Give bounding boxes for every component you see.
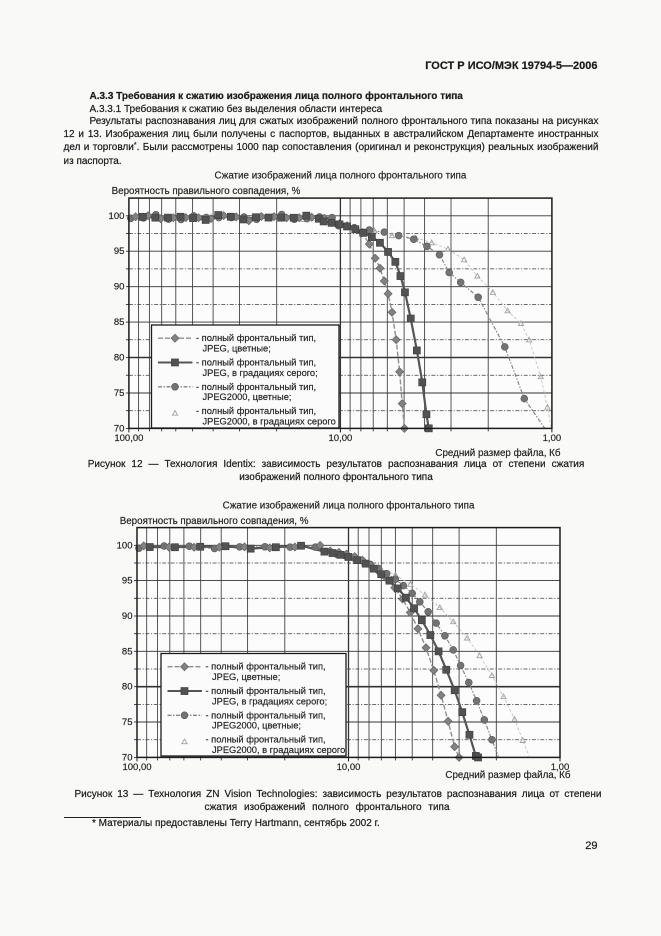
svg-text:JPEG, в градациях серого;: JPEG, в градациях серого;	[212, 696, 327, 706]
svg-text:10,00: 10,00	[337, 762, 361, 773]
svg-text:90: 90	[114, 282, 125, 293]
svg-text:75: 75	[114, 388, 125, 399]
svg-text:10,00: 10,00	[329, 433, 353, 444]
svg-text:95: 95	[122, 576, 133, 587]
svg-text:- полный фронтальный тип,: - полный фронтальный тип,	[196, 382, 316, 392]
svg-text:70: 70	[114, 423, 125, 434]
svg-text:- полный фронтальный тип,: - полный фронтальный тип,	[206, 662, 326, 672]
svg-text:80: 80	[122, 682, 133, 693]
svg-text:- полный фронтальный тип,: - полный фронтальный тип,	[206, 710, 326, 720]
svg-text:90: 90	[122, 611, 133, 622]
svg-text:100: 100	[109, 211, 125, 222]
svg-text:- полный фронтальный тип,: - полный фронтальный тип,	[206, 735, 326, 745]
svg-text:JPEG2000, цветные;: JPEG2000, цветные;	[203, 392, 292, 402]
svg-text:70: 70	[122, 752, 133, 763]
svg-text:JPEG, в градациях серого;: JPEG, в градациях серого;	[203, 368, 318, 378]
svg-text:100,00: 100,00	[114, 433, 143, 444]
svg-text:1,00: 1,00	[543, 433, 562, 444]
svg-text:- полный фронтальный тип,: - полный фронтальный тип,	[206, 686, 326, 696]
svg-text:JPEG2000, цветные;: JPEG2000, цветные;	[212, 721, 301, 731]
svg-text:Сжатие изображений лица полног: Сжатие изображений лица полного фронталь…	[214, 171, 466, 182]
svg-text:95: 95	[114, 246, 125, 257]
svg-text:Сжатие изображений лица полног: Сжатие изображений лица полного фронталь…	[223, 500, 475, 511]
svg-text:75: 75	[122, 717, 133, 728]
svg-text:- полный фронтальный тип,: - полный фронтальный тип,	[196, 406, 316, 416]
svg-text:1,00: 1,00	[551, 762, 570, 773]
svg-text:100: 100	[117, 540, 133, 551]
svg-text:85: 85	[122, 646, 133, 657]
svg-text:Средний размер файла, Кб: Средний размер файла, Кб	[445, 770, 570, 781]
svg-text:- полный фронтальный тип,: - полный фронтальный тип,	[196, 333, 316, 343]
svg-text:80: 80	[114, 353, 125, 364]
svg-text:Средний размер файла, Кб: Средний размер файла, Кб	[435, 448, 560, 459]
svg-text:Вероятность правильного совпад: Вероятность правильного совпадения, %	[112, 186, 301, 197]
svg-text:JPEG2000, в градациях серого: JPEG2000, в градациях серого	[203, 416, 336, 426]
svg-text:85: 85	[114, 317, 125, 328]
svg-text:Вероятность правильного совпад: Вероятность правильного совпадения, %	[120, 516, 309, 527]
svg-text:JPEG, цветные;: JPEG, цветные;	[203, 344, 271, 354]
svg-text:JPEG2000, в градациях серого: JPEG2000, в градациях серого	[212, 745, 345, 755]
svg-text:100,00: 100,00	[122, 762, 151, 773]
svg-text:- полный фронтальный тип,: - полный фронтальный тип,	[196, 358, 316, 368]
svg-text:JPEG, цветные;: JPEG, цветные;	[212, 672, 280, 682]
